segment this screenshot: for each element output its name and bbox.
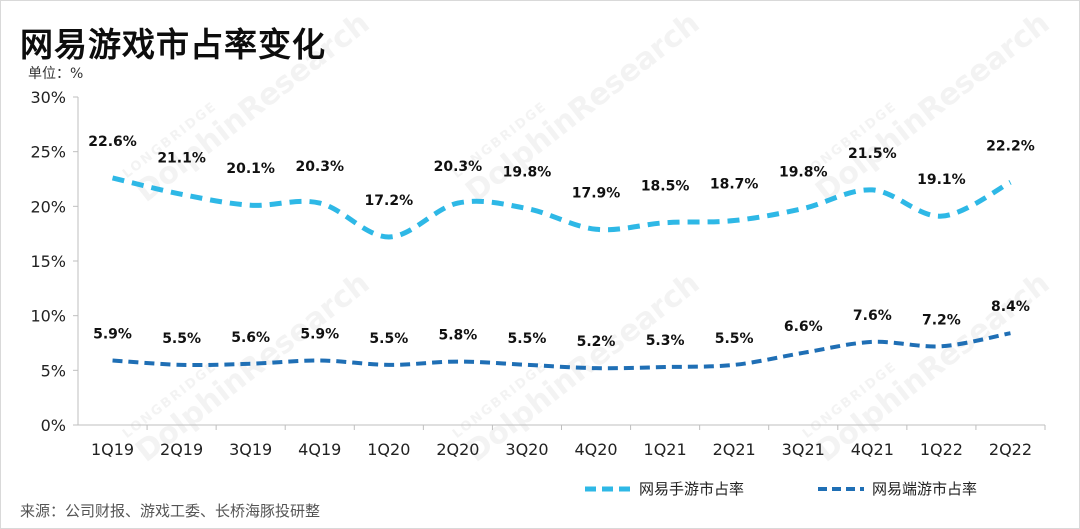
chart-title: 网易游戏市占率变化 xyxy=(20,25,326,64)
series-line-mobile xyxy=(111,175,1012,240)
data-label-pc: 5.5% xyxy=(162,331,201,347)
data-label-mobile: 17.9% xyxy=(572,185,621,201)
series-line-pc xyxy=(112,331,1011,371)
data-label-mobile: 22.6% xyxy=(88,134,137,150)
data-label-pc: 5.2% xyxy=(577,334,616,350)
x-tick-label: 4Q21 xyxy=(851,440,894,459)
x-tick-label: 3Q21 xyxy=(782,440,825,459)
y-tick-label: 10% xyxy=(30,307,66,326)
data-label-mobile: 17.2% xyxy=(365,193,414,209)
data-label-pc: 5.3% xyxy=(646,333,685,349)
y-tick-label: 30% xyxy=(30,88,66,107)
legend-item-pc: 网易端游市占率 xyxy=(818,478,977,499)
legend-label-mobile: 网易手游市占率 xyxy=(639,480,745,498)
data-label-mobile: 19.8% xyxy=(503,165,552,181)
data-label-pc: 7.6% xyxy=(853,308,892,324)
unit-label: 单位：% xyxy=(28,66,84,82)
legend-item-mobile: 网易手游市占率 xyxy=(585,478,744,499)
y-tick-label: 5% xyxy=(41,361,66,380)
x-tick-label: 3Q20 xyxy=(505,440,548,459)
data-label-mobile: 21.1% xyxy=(157,150,206,166)
x-tick-label: 2Q20 xyxy=(436,440,479,459)
y-tick-label: 15% xyxy=(30,252,66,271)
data-label-pc: 5.9% xyxy=(93,326,132,342)
x-tick-label: 2Q22 xyxy=(989,440,1032,459)
data-label-pc: 5.8% xyxy=(438,328,477,344)
y-tick-label: 25% xyxy=(30,143,66,162)
data-label-mobile: 22.2% xyxy=(986,138,1035,154)
x-tick-label: 1Q21 xyxy=(644,440,687,459)
legend-swatch-pc xyxy=(818,486,864,491)
data-label-pc: 5.5% xyxy=(369,331,408,347)
data-label-pc: 8.4% xyxy=(991,299,1030,315)
data-label-mobile: 20.1% xyxy=(226,161,275,177)
data-label-mobile: 18.5% xyxy=(641,179,690,195)
data-label-pc: 5.6% xyxy=(231,330,270,346)
x-tick-label: 1Q20 xyxy=(367,440,410,459)
data-label-mobile: 19.1% xyxy=(917,172,966,188)
data-label-mobile: 20.3% xyxy=(434,159,483,175)
x-tick-label: 1Q19 xyxy=(91,440,134,459)
data-label-mobile: 18.7% xyxy=(710,177,759,193)
legend-swatch-mobile xyxy=(585,486,631,491)
x-tick-label: 4Q20 xyxy=(574,440,617,459)
data-label-mobile: 21.5% xyxy=(848,146,897,162)
data-label-pc: 5.5% xyxy=(508,331,547,347)
data-label-mobile: 20.3% xyxy=(295,159,344,175)
data-label-pc: 5.9% xyxy=(300,326,339,342)
y-tick-label: 20% xyxy=(30,197,66,216)
data-label-pc: 5.5% xyxy=(715,331,754,347)
y-tick-label: 0% xyxy=(41,416,66,435)
data-label-pc: 6.6% xyxy=(784,319,823,335)
x-tick-label: 3Q19 xyxy=(229,440,272,459)
x-tick-label: 4Q19 xyxy=(298,440,341,459)
source-note: 来源：公司财报、游戏工委、长桥海豚投研整 xyxy=(20,502,321,520)
data-label-mobile: 19.8% xyxy=(779,165,828,181)
legend-label-pc: 网易端游市占率 xyxy=(872,480,978,498)
x-tick-label: 2Q21 xyxy=(713,440,756,459)
data-label-pc: 7.2% xyxy=(922,312,961,328)
x-tick-label: 2Q19 xyxy=(160,440,203,459)
x-tick-label: 1Q22 xyxy=(920,440,963,459)
